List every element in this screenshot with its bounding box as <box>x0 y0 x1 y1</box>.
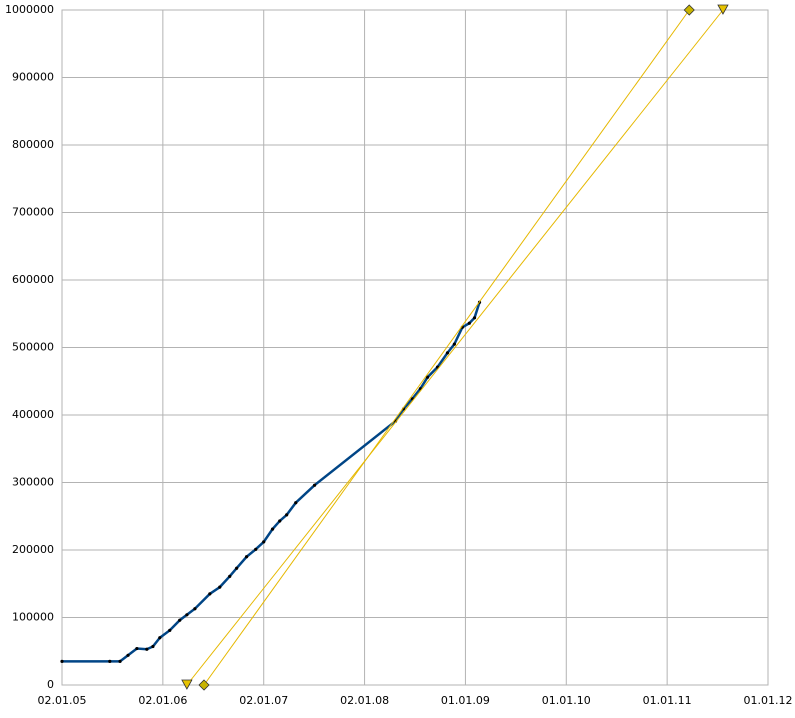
point <box>178 618 182 622</box>
point <box>717 4 729 15</box>
point <box>151 644 155 649</box>
series-line <box>186 9 724 686</box>
point <box>472 316 477 320</box>
y-tick-label: 100000 <box>12 611 54 624</box>
point <box>228 574 232 578</box>
x-tick-label: 02.01.08 <box>340 694 389 707</box>
point <box>158 636 162 640</box>
point <box>198 679 210 691</box>
point <box>60 659 64 663</box>
point <box>467 321 471 325</box>
point <box>193 607 197 611</box>
y-tick-label: 200000 <box>12 543 54 556</box>
x-tick-label: 02.01.06 <box>138 694 187 707</box>
point <box>270 527 275 531</box>
point <box>235 566 239 570</box>
x-tick-label: 01.01.09 <box>441 694 490 707</box>
x-tick-label: 02.01.05 <box>38 694 87 707</box>
point <box>294 501 298 505</box>
y-tick-label: 800000 <box>12 138 54 151</box>
point <box>185 613 189 617</box>
point <box>262 540 266 544</box>
y-tick-label: 600000 <box>12 273 54 286</box>
y-tick-label: 500000 <box>12 341 54 354</box>
y-tick-label: 0 <box>47 678 54 691</box>
point <box>218 585 222 589</box>
y-tick-label: 700000 <box>12 206 54 219</box>
point <box>208 592 212 596</box>
series-line <box>62 301 481 663</box>
point <box>312 483 317 487</box>
y-tick-label: 1000000 <box>5 3 54 16</box>
point <box>445 351 450 355</box>
point <box>425 375 430 379</box>
y-tick-label: 400000 <box>12 408 54 421</box>
y-tick-label: 900000 <box>12 71 54 84</box>
point <box>285 513 289 517</box>
point <box>181 679 193 690</box>
point <box>135 646 139 651</box>
x-tick-label: 02.01.07 <box>239 694 288 707</box>
point <box>118 659 122 663</box>
point <box>278 519 282 523</box>
x-tick-label: 01.01.10 <box>542 694 591 707</box>
x-tick-label: 01.01.12 <box>744 694 793 707</box>
y-tick-label: 300000 <box>12 476 54 489</box>
point <box>126 653 130 657</box>
point <box>145 647 149 651</box>
plot-frame <box>61 9 769 686</box>
point <box>108 659 112 663</box>
point <box>168 628 172 632</box>
point <box>683 4 695 16</box>
point <box>244 555 249 559</box>
x-tick-label: 01.01.11 <box>643 694 692 707</box>
point <box>254 547 258 551</box>
series-line <box>203 9 690 686</box>
point <box>452 342 456 346</box>
